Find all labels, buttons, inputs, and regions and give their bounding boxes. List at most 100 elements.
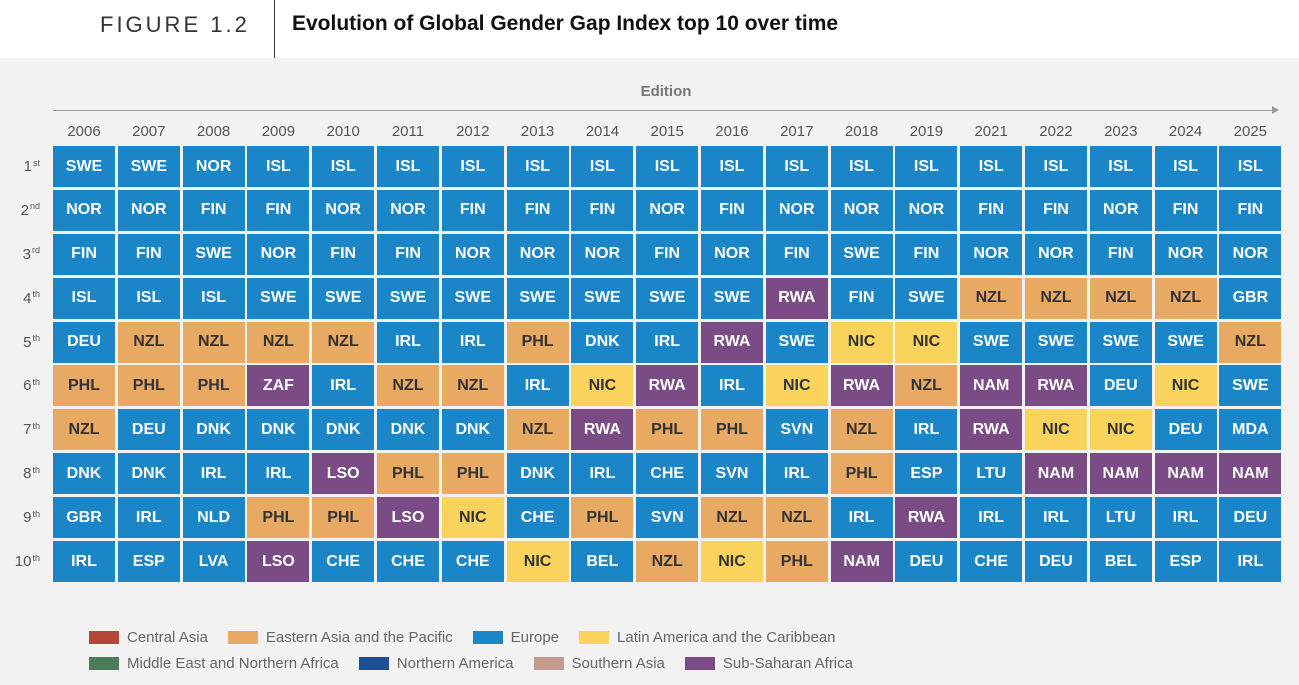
cell-2014-rank-7: RWA (571, 409, 634, 451)
cell-2022-rank-9: IRL (1024, 497, 1087, 539)
cell-2011-rank-2: NOR (376, 189, 439, 231)
cell-2018-rank-2: NOR (830, 189, 893, 231)
legend-label: Latin America and the Caribbean (617, 628, 836, 646)
cell-2022-rank-10: DEU (1024, 541, 1087, 583)
year-label-2008: 2008 (196, 123, 231, 140)
year-label-2019: 2019 (909, 123, 944, 140)
cell-2011-rank-3: FIN (376, 233, 439, 275)
rank-number: 10 (14, 553, 32, 571)
cell-2011-rank-6: NZL (376, 365, 439, 407)
cell-2025-rank-4: GBR (1219, 277, 1282, 319)
cell-2006-rank-5: DEU (53, 321, 115, 363)
rank-suffix: th (32, 420, 40, 431)
cell-2014-rank-8: IRL (571, 453, 634, 495)
year-label-2024: 2024 (1168, 123, 1203, 140)
cell-2016-rank-2: FIN (700, 189, 763, 231)
cell-2008-rank-9: NLD (182, 497, 245, 539)
legend-item-latin_america: Latin America and the Caribbean (579, 628, 836, 646)
cell-2024-rank-1: ISL (1154, 146, 1217, 187)
cell-2010-rank-9: PHL (312, 497, 375, 539)
cell-2015-rank-8: CHE (636, 453, 699, 495)
cell-2006-rank-2: NOR (53, 189, 115, 231)
cell-2019-rank-8: ESP (895, 453, 958, 495)
cell-2025-rank-1: ISL (1219, 146, 1282, 187)
cell-2012-rank-1: ISL (441, 146, 504, 187)
cell-2012-rank-6: NZL (441, 365, 504, 407)
cell-2021-rank-1: ISL (960, 146, 1023, 187)
cell-2015-rank-9: SVN (636, 497, 699, 539)
cell-2025-rank-7: MDA (1219, 409, 1282, 451)
rank-number: 8 (23, 465, 32, 483)
cell-2012-rank-2: FIN (441, 189, 504, 231)
legend-swatch (89, 630, 119, 644)
cell-2008-rank-10: LVA (182, 541, 245, 583)
cell-2019-rank-4: SWE (895, 277, 958, 319)
cell-2013-rank-5: PHL (506, 321, 569, 363)
cell-2013-rank-2: FIN (506, 189, 569, 231)
cell-2008-rank-1: NOR (182, 146, 245, 187)
cell-2010-rank-4: SWE (312, 277, 375, 319)
cell-2024-rank-10: ESP (1154, 541, 1217, 583)
cell-2010-rank-7: DNK (312, 409, 375, 451)
cell-2021-rank-2: FIN (960, 189, 1023, 231)
year-label-2013: 2013 (520, 123, 555, 140)
cell-2017-rank-1: ISL (765, 146, 828, 187)
cell-2023-rank-6: DEU (1089, 365, 1152, 407)
cell-2014-rank-10: BEL (571, 541, 634, 583)
cell-2012-rank-10: CHE (441, 541, 504, 583)
cell-2016-rank-5: RWA (700, 321, 763, 363)
year-label-2009: 2009 (261, 123, 296, 140)
cell-2023-rank-2: NOR (1089, 189, 1152, 231)
cell-2015-rank-2: NOR (636, 189, 699, 231)
year-label-2014: 2014 (585, 123, 620, 140)
cell-2024-rank-9: IRL (1154, 497, 1217, 539)
cell-2007-rank-2: NOR (117, 189, 180, 231)
region-legend: Central Asia Eastern Asia and the Pacific… (89, 624, 873, 676)
cell-2018-rank-3: SWE (830, 233, 893, 275)
cell-2019-rank-10: DEU (895, 541, 958, 583)
cell-2024-rank-6: NIC (1154, 365, 1217, 407)
cell-2022-rank-5: SWE (1024, 321, 1087, 363)
cell-2018-rank-9: IRL (830, 497, 893, 539)
rank-suffix: th (32, 376, 40, 387)
x-axis-arrow-line (53, 110, 1275, 111)
cell-2013-rank-7: NZL (506, 409, 569, 451)
cell-2022-rank-1: ISL (1024, 146, 1087, 187)
cell-2017-rank-2: NOR (765, 189, 828, 231)
cell-2010-rank-10: CHE (312, 541, 375, 583)
cell-2017-rank-3: FIN (765, 233, 828, 275)
rank-suffix: rd (31, 245, 40, 256)
legend-row: Central Asia Eastern Asia and the Pacific… (89, 624, 873, 650)
legend-label: Sub-Saharan Africa (722, 654, 853, 672)
legend-item-mena: Middle East and Northern Africa (89, 655, 339, 672)
cell-2023-rank-5: SWE (1089, 321, 1152, 363)
cell-2023-rank-8: NAM (1089, 453, 1152, 495)
year-label-2012: 2012 (456, 123, 490, 140)
cell-2007-rank-8: DNK (117, 453, 180, 495)
cell-2024-rank-4: NZL (1154, 277, 1217, 319)
rank-number: 1 (23, 158, 32, 175)
cell-2011-rank-4: SWE (376, 277, 439, 319)
legend-swatch (358, 656, 389, 670)
cell-2019-rank-3: FIN (895, 233, 958, 275)
cell-2025-rank-6: SWE (1219, 365, 1282, 407)
year-label-2016: 2016 (715, 123, 749, 140)
cell-2019-rank-5: NIC (895, 321, 958, 363)
legend-swatch (579, 630, 610, 644)
cell-2007-rank-6: PHL (117, 365, 180, 407)
cell-2012-rank-8: PHL (441, 453, 504, 495)
cell-2024-rank-3: NOR (1154, 233, 1217, 275)
rank-suffix: th (32, 508, 40, 519)
cell-2006-rank-10: IRL (53, 541, 115, 583)
cell-2007-rank-7: DEU (117, 409, 180, 451)
cell-2007-rank-9: IRL (117, 497, 180, 539)
rank-number: 9 (23, 509, 32, 527)
cell-2019-rank-7: IRL (895, 409, 958, 451)
cell-2009-rank-7: DNK (247, 409, 310, 451)
